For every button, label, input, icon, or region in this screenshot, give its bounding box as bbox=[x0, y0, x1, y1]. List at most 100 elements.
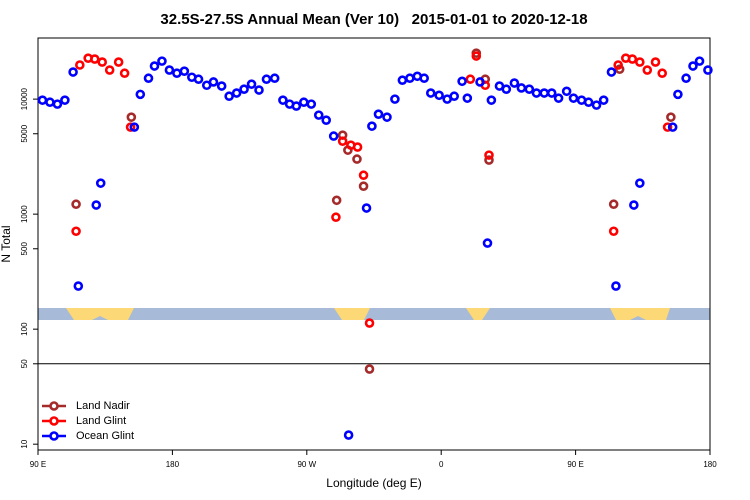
land-strip bbox=[466, 308, 490, 320]
data-point bbox=[484, 155, 494, 165]
data-point bbox=[313, 110, 324, 120]
data-point bbox=[611, 281, 621, 291]
data-point bbox=[465, 74, 476, 85]
chart-title: 32.5S-27.5S Annual Mean (Ver 10) 2015-01… bbox=[160, 11, 587, 28]
y-tick-label: 1000 bbox=[20, 205, 29, 223]
legend-marker bbox=[49, 401, 59, 411]
legend-marker bbox=[49, 416, 59, 426]
data-point bbox=[482, 238, 493, 248]
x-tick-label: 180 bbox=[166, 460, 180, 469]
data-point bbox=[143, 73, 154, 84]
data-point bbox=[373, 109, 384, 119]
data-point bbox=[71, 226, 81, 237]
data-point bbox=[60, 95, 70, 105]
data-point bbox=[390, 94, 400, 104]
data-point bbox=[434, 90, 444, 101]
data-point bbox=[666, 112, 676, 122]
data-point bbox=[193, 74, 204, 85]
data-point bbox=[583, 97, 594, 108]
data-point bbox=[608, 226, 619, 237]
data-point bbox=[119, 68, 130, 79]
data-point bbox=[224, 91, 234, 102]
data-point bbox=[135, 89, 146, 100]
y-tick-label: 500 bbox=[20, 242, 29, 256]
data-point bbox=[97, 57, 108, 67]
data-point bbox=[73, 281, 84, 291]
y-tick-label: 10 bbox=[20, 439, 29, 448]
land-strip bbox=[66, 308, 134, 320]
land-strip bbox=[334, 308, 370, 320]
data-point bbox=[419, 73, 429, 84]
data-point bbox=[667, 122, 678, 132]
data-point bbox=[352, 142, 363, 152]
data-point bbox=[216, 81, 227, 91]
data-point bbox=[703, 65, 713, 75]
data-point bbox=[688, 61, 698, 71]
data-point bbox=[71, 199, 81, 210]
data-point bbox=[598, 95, 609, 105]
data-point bbox=[269, 73, 280, 84]
data-point bbox=[254, 85, 264, 95]
y-tick-label: 10000 bbox=[20, 87, 29, 110]
data-point bbox=[231, 88, 242, 98]
data-point bbox=[635, 57, 645, 67]
data-point bbox=[486, 95, 497, 105]
data-point bbox=[471, 51, 482, 61]
data-point bbox=[343, 430, 354, 440]
data-point bbox=[352, 154, 362, 164]
data-point bbox=[475, 77, 485, 87]
data-point bbox=[673, 89, 683, 100]
data-point bbox=[331, 195, 342, 206]
data-point bbox=[606, 67, 617, 77]
data-point bbox=[694, 56, 705, 66]
y-tick-label: 100 bbox=[20, 322, 29, 336]
data-point bbox=[553, 93, 564, 103]
data-point bbox=[95, 178, 106, 188]
data-point bbox=[364, 318, 375, 328]
data-point bbox=[629, 200, 639, 210]
data-point bbox=[650, 57, 661, 67]
data-point bbox=[367, 121, 377, 131]
ocean-strip bbox=[38, 308, 710, 320]
x-tick-label: 90 W bbox=[297, 460, 316, 469]
data-point bbox=[425, 88, 436, 98]
data-point bbox=[681, 73, 691, 84]
data-point bbox=[89, 54, 100, 64]
map-strip bbox=[38, 308, 710, 320]
data-point bbox=[125, 122, 136, 132]
x-axis-label: Longitude (deg E) bbox=[326, 476, 421, 490]
legend-label: Ocean Glint bbox=[76, 430, 134, 442]
legend-label: Land Glint bbox=[76, 415, 126, 427]
legend-label: Land Nadir bbox=[76, 400, 130, 412]
data-point bbox=[484, 150, 494, 160]
data-point bbox=[164, 65, 175, 75]
data-point bbox=[561, 86, 572, 97]
data-point bbox=[568, 93, 579, 103]
data-point bbox=[113, 57, 124, 67]
data-point bbox=[52, 99, 63, 109]
data-point bbox=[278, 95, 288, 105]
data-point bbox=[608, 199, 619, 210]
data-point bbox=[457, 76, 467, 87]
data-point bbox=[361, 203, 372, 213]
data-point bbox=[591, 100, 602, 110]
data-point bbox=[546, 88, 557, 98]
y-tick-label: 50 bbox=[20, 359, 29, 368]
data-point bbox=[239, 84, 249, 94]
data-point bbox=[358, 170, 369, 181]
data-point bbox=[331, 212, 341, 223]
data-point bbox=[642, 65, 653, 75]
data-point bbox=[382, 112, 392, 122]
land-strip bbox=[610, 308, 670, 320]
data-point bbox=[358, 181, 369, 191]
data-point bbox=[328, 131, 339, 141]
x-tick-label: 90 E bbox=[30, 460, 46, 469]
data-point bbox=[68, 67, 78, 77]
data-point bbox=[75, 60, 85, 70]
data-point bbox=[129, 122, 140, 132]
data-point bbox=[91, 200, 102, 210]
data-point bbox=[208, 77, 219, 87]
data-point bbox=[462, 93, 473, 103]
y-axis-label: N Total bbox=[0, 225, 13, 262]
